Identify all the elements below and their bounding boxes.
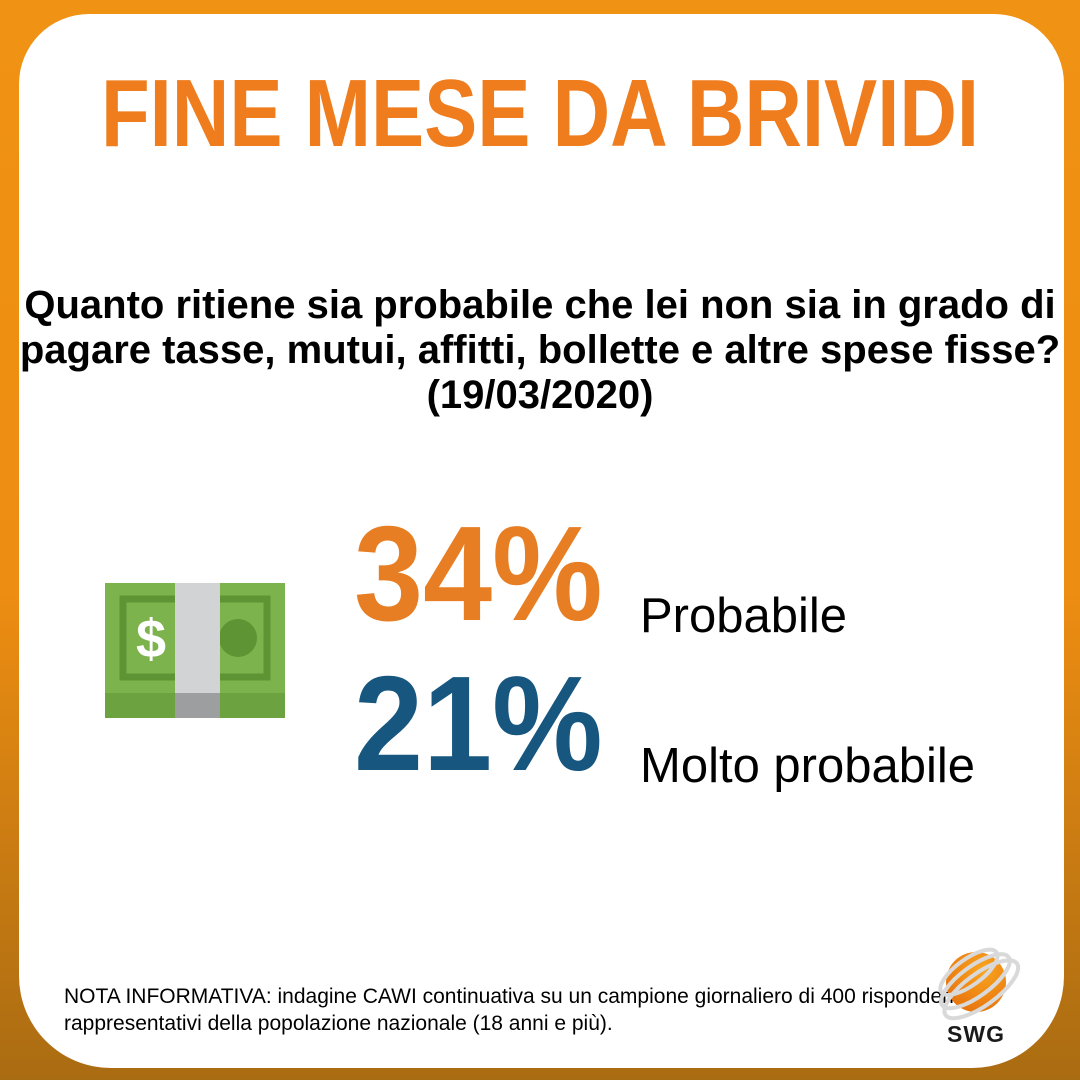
- bill-portrait-circle: [219, 619, 257, 657]
- stat-value-probabile: 34%: [354, 498, 603, 649]
- band-bottom: [175, 693, 220, 718]
- page-title: FINE MESE DA BRIVIDI: [100, 60, 980, 167]
- note-line-1: NOTA INFORMATIVA: indagine CAWI continua…: [64, 985, 965, 1008]
- stat-label-probabile: Probabile: [640, 589, 848, 643]
- stat-label-molto-probabile: Molto probabile: [640, 739, 976, 793]
- band-top: [175, 583, 220, 693]
- swg-logo: SWG: [938, 947, 1021, 1047]
- dollar-sign: $: [136, 609, 166, 669]
- question-line-2: pagare tasse, mutui, affitti, bollette e…: [19, 328, 1061, 372]
- swg-logo-text: SWG: [947, 1021, 1005, 1047]
- content-card: [19, 14, 1064, 1068]
- question-line-3: (19/03/2020): [426, 373, 654, 417]
- swg-orbit-rings-icon: [938, 947, 1021, 1021]
- methodology-note: NOTA INFORMATIVA: indagine CAWI continua…: [64, 983, 964, 1037]
- stat-value-molto-probabile: 21%: [354, 648, 603, 799]
- question-line-1: Quanto ritiene sia probabile che lei non…: [24, 283, 1056, 327]
- note-line-2: rappresentativi della popolazione nazion…: [64, 1012, 613, 1035]
- money-banknote-icon: $: [105, 583, 285, 718]
- survey-question: Quanto ritiene sia probabile che lei non…: [0, 283, 1080, 418]
